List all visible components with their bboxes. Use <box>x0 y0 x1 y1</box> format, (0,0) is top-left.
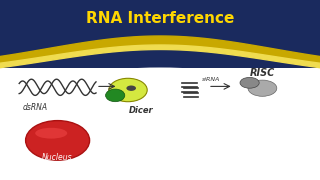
Ellipse shape <box>126 86 136 91</box>
Text: siRNA: siRNA <box>202 77 220 82</box>
Text: Nucleus: Nucleus <box>42 153 73 162</box>
Ellipse shape <box>26 121 90 160</box>
Ellipse shape <box>106 89 125 102</box>
Text: RNA Interference: RNA Interference <box>86 11 234 26</box>
Ellipse shape <box>35 128 67 139</box>
Ellipse shape <box>0 68 320 180</box>
Bar <box>0 68 320 180</box>
Ellipse shape <box>240 77 259 88</box>
Text: dsRNA: dsRNA <box>23 103 48 112</box>
Text: Dicer: Dicer <box>129 106 153 115</box>
Text: RISC: RISC <box>250 68 275 78</box>
Ellipse shape <box>248 80 277 96</box>
Ellipse shape <box>109 78 147 102</box>
